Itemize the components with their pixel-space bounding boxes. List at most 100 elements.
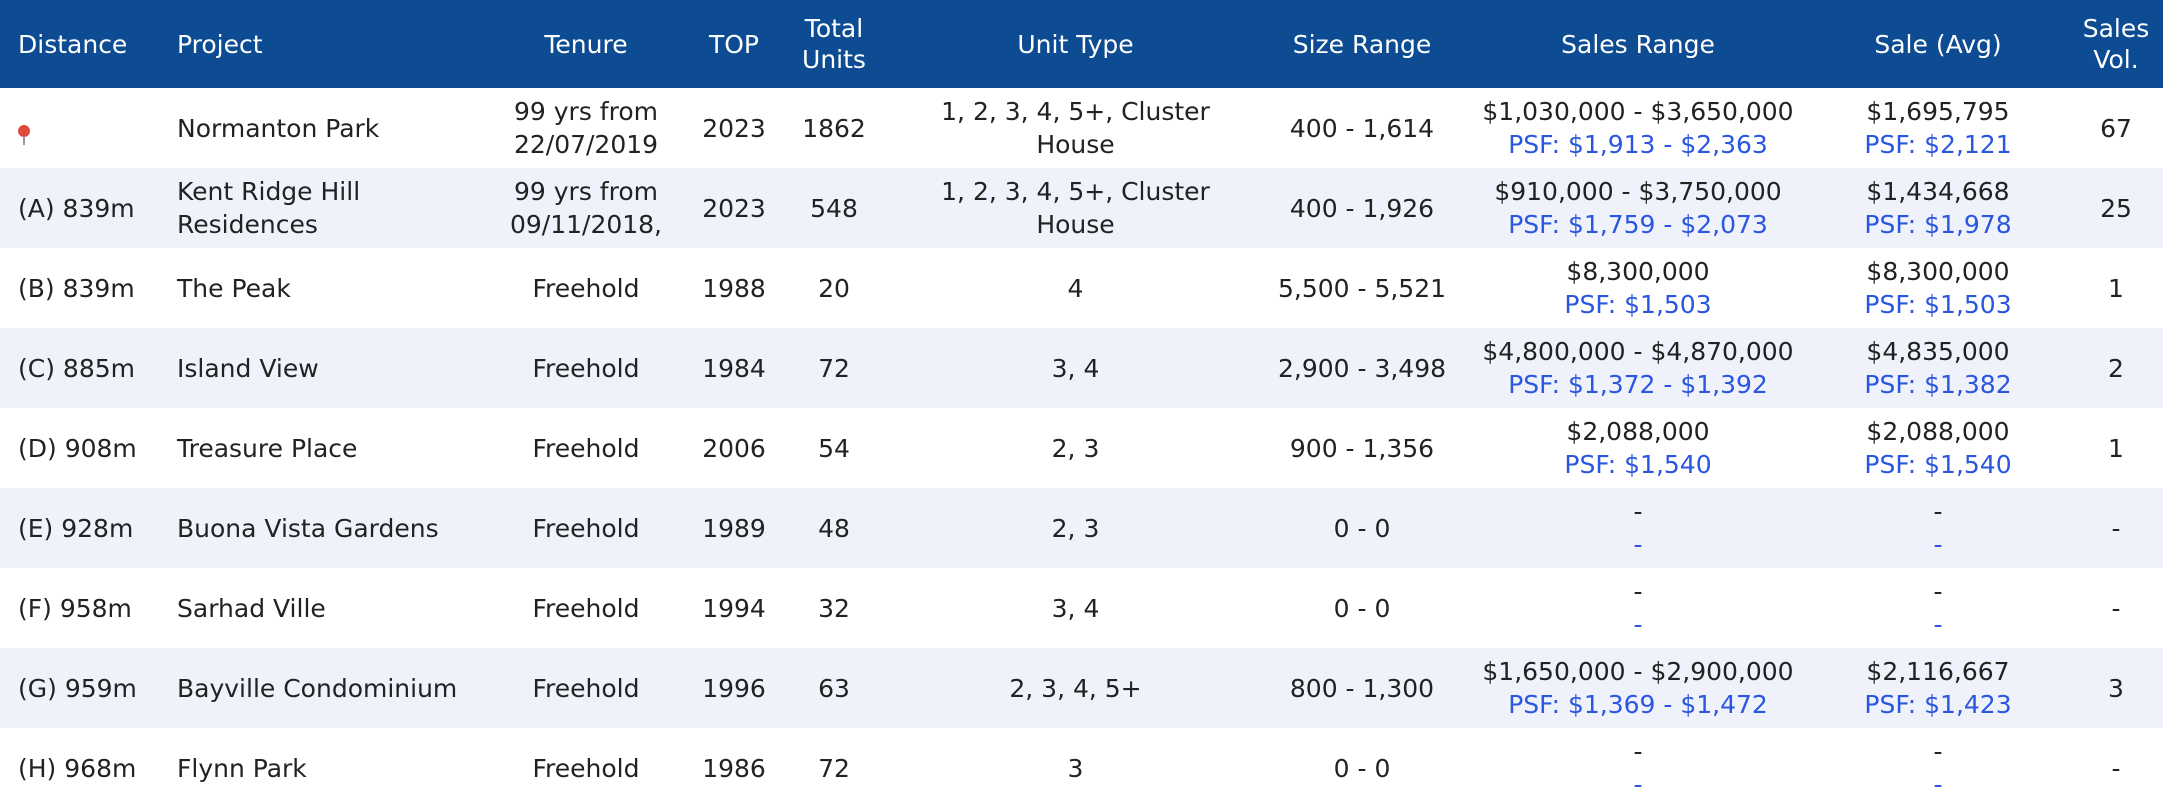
price: $2,116,667 [1866, 657, 2010, 686]
price-cell: $2,088,000 PSF: $1,540 [1807, 408, 2069, 488]
table-cell: 1986 [702, 753, 766, 783]
price-cell: $2,116,667 PSF: $1,423 [1807, 648, 2069, 728]
table-row: Normanton Park 99 yrs from 22/07/2019 2023… [0, 88, 2163, 168]
table-cell: 548 [772, 168, 896, 248]
psf: PSF: $1,978 [1864, 210, 2012, 239]
price: $4,800,000 - $4,870,000 [1482, 337, 1794, 366]
table-cell: (E) 928m [0, 488, 159, 568]
table-row: (D) 908m Treasure Place Freehold 2006 54 2, 3… [0, 408, 2163, 488]
table-cell: Freehold [532, 273, 640, 303]
table-row: (C) 885m Island View Freehold 1984 72 3, 4 2,9… [0, 328, 2163, 408]
table-cell: 3, 4 [896, 328, 1255, 408]
psf: PSF: $1,540 [1864, 450, 2012, 479]
table-cell: 3 [1067, 753, 1084, 783]
price-cell: $1,695,795 PSF: $2,121 [1807, 88, 2069, 168]
price: $1,030,000 - $3,650,000 [1482, 97, 1794, 126]
price-cell: $910,000 - $3,750,000 PSF: $1,759 - $2,07… [1469, 168, 1807, 248]
price: $1,695,795 [1866, 97, 2010, 126]
table-cell: - [2111, 593, 2121, 623]
psf: PSF: $1,503 [1864, 290, 2012, 319]
price-cell: $1,030,000 - $3,650,000 PSF: $1,913 - $2,… [1469, 88, 1807, 168]
table-cell: - [2111, 753, 2121, 783]
table-cell: (H) 968m [18, 753, 137, 783]
table-cell: 2006 [702, 433, 766, 463]
table-cell: (F) 958m [18, 593, 132, 623]
table-cell: 1996 [696, 648, 772, 728]
table-cell: 2, 3, 4, 5+ [896, 648, 1255, 728]
psf: PSF: $1,759 - $2,073 [1508, 210, 1768, 239]
table-cell: Sarhad Ville [177, 593, 326, 623]
table-cell: 5,500 - 5,521 [1277, 273, 1447, 303]
table-cell: The Peak [177, 273, 291, 303]
column-header: TOP [696, 0, 772, 88]
price: $2,088,000 [1566, 417, 1710, 446]
table-cell: (G) 959m [0, 648, 159, 728]
table-cell: 20 [818, 273, 850, 303]
table-cell: 0 - 0 [1333, 753, 1391, 783]
price: $8,300,000 [1866, 257, 2010, 286]
table-cell: 1984 [696, 328, 772, 408]
price: - [1933, 737, 1943, 766]
table-cell: Kent Ridge Hill Residences [159, 168, 476, 248]
psf: - [1933, 530, 1943, 559]
price-cell: $1,650,000 - $2,900,000 PSF: $1,369 - $1,… [1469, 648, 1807, 728]
table-row: (E) 928m Buona Vista Gardens Freehold 1989 4… [0, 488, 2163, 568]
psf: PSF: $1,369 - $1,472 [1508, 690, 1768, 719]
table-row: (F) 958m Sarhad Ville Freehold 1994 32 3, 4 0 … [0, 568, 2163, 648]
table-cell: Island View [159, 328, 476, 408]
table-cell: Freehold [532, 593, 640, 623]
column-header: Total Units [772, 0, 896, 88]
psf: - [1633, 770, 1643, 799]
price: $910,000 - $3,750,000 [1494, 177, 1782, 206]
column-header: Unit Type [896, 0, 1255, 88]
price-cell: -- [1807, 488, 2069, 568]
column-header: Sales Range [1469, 0, 1807, 88]
table-cell: 0 - 0 [1333, 593, 1391, 623]
table-cell: 3, 4 [1051, 593, 1100, 623]
table-cell: 400 - 1,926 [1255, 168, 1469, 248]
table-cell: 4 [1067, 273, 1084, 303]
table-cell: 32 [818, 593, 850, 623]
table-cell: 2,900 - 3,498 [1255, 328, 1469, 408]
price: $4,835,000 [1866, 337, 2010, 366]
table-cell: Freehold [476, 488, 696, 568]
price-cell: $4,800,000 - $4,870,000 PSF: $1,372 - $1,… [1469, 328, 1807, 408]
table-cell: - [2069, 488, 2163, 568]
price: $2,088,000 [1866, 417, 2010, 446]
price-cell: -- [1469, 728, 1807, 808]
table-cell: 2 [2069, 328, 2163, 408]
header-row: Distance Project Tenure TOP Total Units Unit … [0, 0, 2163, 88]
table-row: (A) 839m Kent Ridge Hill Residences 99 yrs… [0, 168, 2163, 248]
price-cell: $2,088,000 PSF: $1,540 [1469, 408, 1807, 488]
psf: - [1633, 610, 1643, 639]
table-cell: Freehold [476, 648, 696, 728]
table-cell: 2023 [702, 113, 766, 143]
table-cell: 48 [772, 488, 896, 568]
price: $8,300,000 [1566, 257, 1710, 286]
table-cell: 1989 [696, 488, 772, 568]
table-cell: 1 [2108, 273, 2124, 303]
table-cell: 800 - 1,300 [1255, 648, 1469, 728]
table-row: (G) 959m Bayville Condominium Freehold 1996… [0, 648, 2163, 728]
table-row: (H) 968m Flynn Park Freehold 1986 72 3 0 - 0--… [0, 728, 2163, 808]
table-body: Normanton Park 99 yrs from 22/07/2019 2023… [0, 88, 2163, 808]
location-pin-icon [18, 124, 30, 145]
psf: - [1933, 610, 1943, 639]
table-cell: 2, 3 [1051, 433, 1100, 463]
column-header: Project [159, 0, 476, 88]
table-cell: 2, 3 [896, 488, 1255, 568]
psf: PSF: $1,382 [1864, 370, 2012, 399]
table-cell: (A) 839m [0, 168, 159, 248]
table-cell: 1 [2108, 433, 2124, 463]
psf: - [1933, 770, 1943, 799]
price-cell: $4,835,000 PSF: $1,382 [1807, 328, 2069, 408]
table-cell: Freehold [532, 433, 640, 463]
column-header: Sales Vol. [2069, 0, 2163, 88]
table-cell: Freehold [532, 753, 640, 783]
price: - [1933, 577, 1943, 606]
table-cell: 72 [772, 328, 896, 408]
table-cell: 63 [772, 648, 896, 728]
psf: - [1633, 530, 1643, 559]
